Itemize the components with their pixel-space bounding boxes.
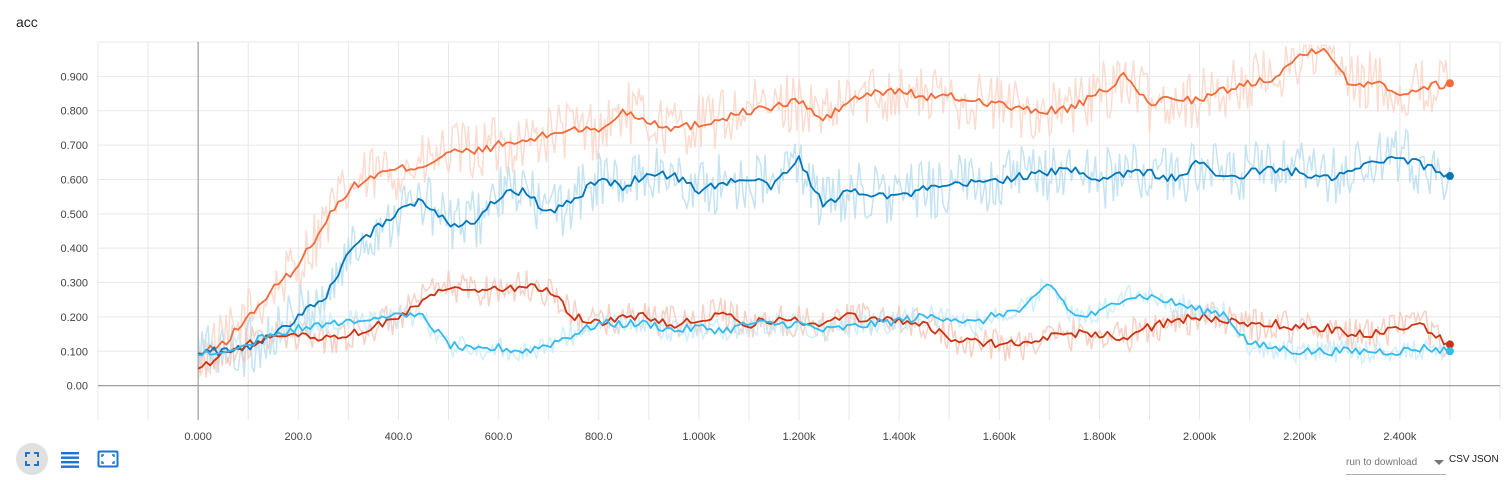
tick-labels: 0.000 200.0 400.0 600.0 800.0 1.000k 1.200k 1.4… xyxy=(60,71,1416,440)
raw-series-line xyxy=(197,277,1451,366)
y-tick-label: 0.800 xyxy=(60,106,88,118)
toggle-log-scale-button[interactable] xyxy=(54,443,86,475)
y-tick-label: 0.400 xyxy=(60,243,88,255)
x-tick-label: 0.000 xyxy=(184,431,212,440)
grid xyxy=(97,41,1501,420)
expand-icon xyxy=(25,452,39,466)
download-csv-link[interactable]: CSV xyxy=(1449,454,1470,465)
y-tick-label: 0.300 xyxy=(60,278,88,290)
x-tick-label: 1.800k xyxy=(1083,431,1117,440)
expand-chart-button[interactable] xyxy=(16,443,48,475)
axes xyxy=(98,42,1500,420)
series-line xyxy=(198,283,1449,357)
y-tick-label: 0.100 xyxy=(60,346,88,358)
x-tick-label: 2.200k xyxy=(1283,431,1317,440)
x-tick-label: 200.0 xyxy=(285,431,313,440)
y-tick-label: 0.700 xyxy=(60,140,88,152)
chart-toolbar xyxy=(16,443,124,475)
y-tick-label: 0.600 xyxy=(60,174,88,186)
acc-line-chart: 0.000 200.0 400.0 600.0 800.0 1.000k 1.200k 1.4… xyxy=(60,41,1501,440)
x-tick-label: 400.0 xyxy=(385,431,413,440)
x-tick-label: 1.600k xyxy=(983,431,1017,440)
y-tick-label: 0.500 xyxy=(60,209,88,221)
series-line xyxy=(197,283,1449,370)
y-tick-label: 0.900 xyxy=(60,71,88,83)
x-tick-label: 2.400k xyxy=(1383,431,1417,440)
x-tick-label: 1.200k xyxy=(782,431,816,440)
run-select-label: run to download xyxy=(1346,456,1418,468)
chevron-down-icon xyxy=(1434,459,1444,465)
raw-series-line xyxy=(197,270,1451,378)
chart-title: acc xyxy=(16,14,38,30)
y-tick-label: 0.00 xyxy=(67,381,88,393)
x-tick-label: 600.0 xyxy=(485,431,513,440)
fit-domain-button[interactable] xyxy=(92,443,124,475)
raw-series-line xyxy=(197,44,1451,378)
fit-domain-icon xyxy=(97,450,119,468)
raw-series xyxy=(197,44,1451,378)
raw-series-line xyxy=(197,128,1451,378)
x-tick-label: 2.000k xyxy=(1183,431,1217,440)
series-line xyxy=(197,47,1449,355)
list-icon xyxy=(61,452,79,468)
series-endpoint xyxy=(1445,79,1454,88)
x-tick-label: 1.000k xyxy=(682,431,716,440)
download-json-link[interactable]: JSON xyxy=(1472,454,1499,465)
smoothed-series xyxy=(197,47,1454,370)
series-line xyxy=(197,155,1449,357)
run-to-download-select[interactable]: run to download xyxy=(1346,450,1446,475)
y-tick-label: 0.200 xyxy=(60,312,88,324)
series-endpoint xyxy=(1445,347,1454,356)
series-endpoint xyxy=(1445,172,1454,181)
series-endpoint xyxy=(1445,340,1454,349)
x-tick-label: 800.0 xyxy=(585,431,613,440)
x-tick-label: 1.400k xyxy=(883,431,917,440)
